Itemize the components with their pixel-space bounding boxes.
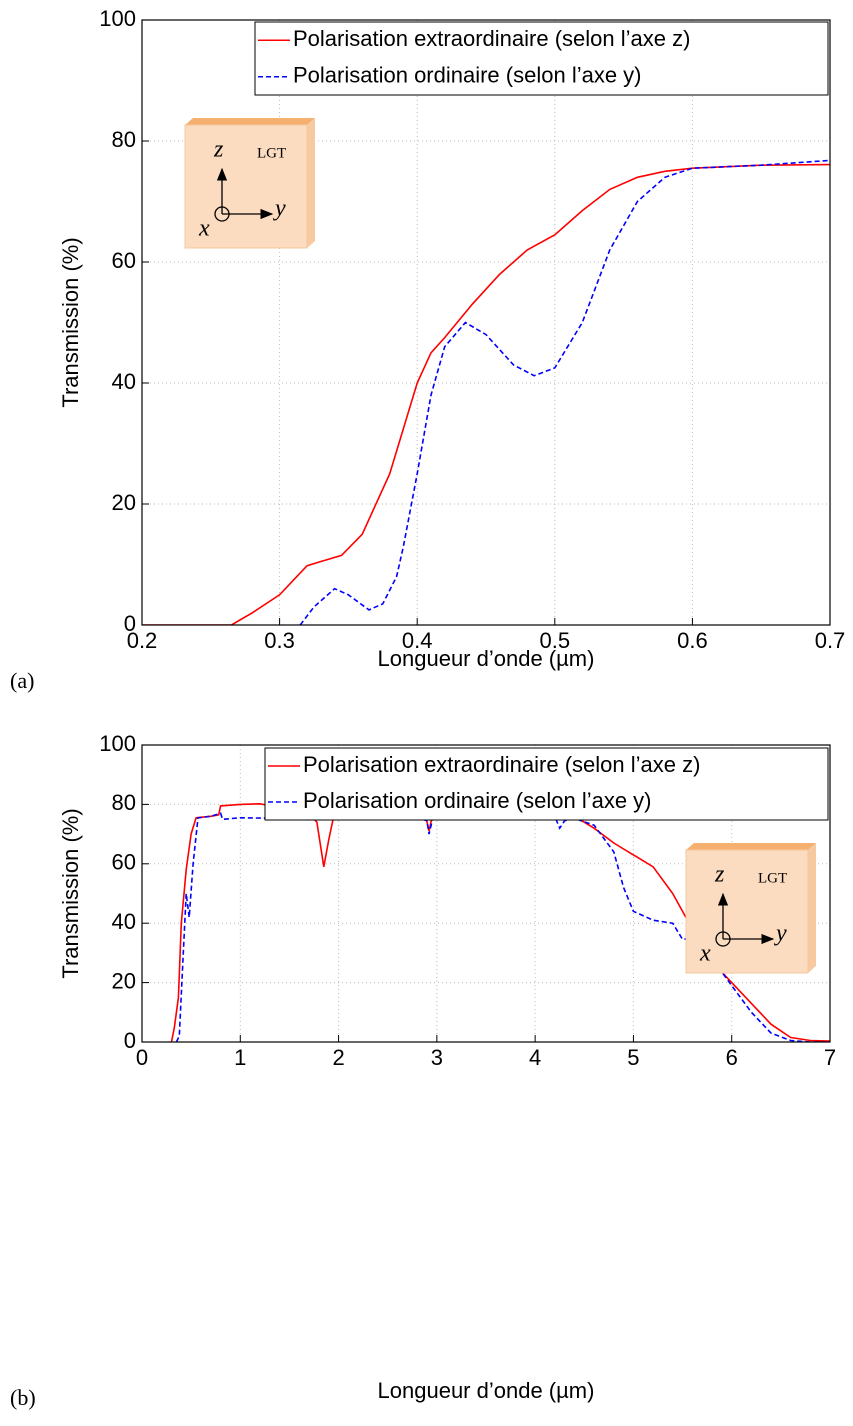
data-line <box>142 163 830 625</box>
x-tick-label: 5 <box>627 1045 639 1070</box>
axis-origin <box>715 931 731 947</box>
x-axis-label: Longueur d’onde (µm) <box>378 646 595 671</box>
plot-area <box>142 20 830 625</box>
axes-frame <box>141 19 831 626</box>
legend-label: Polarisation extraordinaire (selon l’axe… <box>303 752 700 777</box>
x-tick-label: 0.5 <box>540 628 571 653</box>
cube-front <box>184 124 308 249</box>
chart: 0 20 40 60 80 100 0 1 2 3 4 5 6 7 Longueur d’onde (µm)… <box>10 731 836 1410</box>
y-tick-label: 80 <box>112 790 136 815</box>
inset-label: x <box>198 216 210 242</box>
inset-label: z <box>714 862 725 888</box>
inset-label: LGT <box>257 145 286 161</box>
x-tick-label: 0.7 <box>815 628 846 653</box>
x-tick-label: 0 <box>136 1045 148 1070</box>
inset-label: LGT <box>758 870 787 886</box>
y-tick-label: 60 <box>112 248 136 273</box>
x-tick-label: 4 <box>529 1045 541 1070</box>
legend-box <box>264 747 829 821</box>
cube-side <box>307 118 315 248</box>
panel-label: (b) <box>10 1385 36 1410</box>
chart: 0 20 40 60 80 100 0.2 0.3 0.4 0.5 0.6 0.7 Longueur d… <box>10 6 845 693</box>
legend-label: Polarisation extraordinaire (selon l’axe… <box>293 26 690 51</box>
panel-label: (a) <box>10 668 34 693</box>
x-axis-label: Longueur d’onde (µm) <box>378 1378 595 1403</box>
y-axis-label: Transmission (%) <box>58 237 83 407</box>
y-tick-label: 60 <box>112 850 136 875</box>
inset-label: y <box>774 921 787 947</box>
x-tick-label: 1 <box>234 1045 246 1070</box>
x-tick-label: 6 <box>726 1045 738 1070</box>
cube-side <box>808 843 816 973</box>
y-tick-label: 80 <box>112 127 136 152</box>
cube-top <box>185 118 315 125</box>
x-tick-label: 0.3 <box>264 628 295 653</box>
y-tick-label: 40 <box>112 909 136 934</box>
cube-top <box>686 843 816 850</box>
legend-label: Polarisation ordinaire (selon l’axe y) <box>303 788 652 813</box>
y-tick-label: 40 <box>112 369 136 394</box>
cube-front <box>685 849 809 974</box>
y-axis-label: Transmission (%) <box>58 808 83 978</box>
y-tick-label: 100 <box>99 731 136 756</box>
x-tick-label: 0.6 <box>677 628 708 653</box>
x-tick-label: 3 <box>431 1045 443 1070</box>
inset-label: y <box>273 196 286 222</box>
y-tick-label: 20 <box>112 490 136 515</box>
inset-label: z <box>213 137 224 163</box>
data-line <box>299 159 830 625</box>
axis-origin <box>214 206 230 222</box>
y-tick-label: 20 <box>112 968 136 993</box>
x-tick-label: 0.2 <box>127 628 158 653</box>
legend-label: Polarisation ordinaire (selon l’axe y) <box>293 63 642 88</box>
legend-box <box>254 21 829 96</box>
x-tick-label: 7 <box>824 1045 836 1070</box>
inset-label: x <box>699 941 711 967</box>
y-tick-label: 0 <box>124 611 136 636</box>
x-tick-label: 0.4 <box>402 628 433 653</box>
axes-frame <box>141 744 831 1043</box>
y-tick-label: 100 <box>99 6 136 31</box>
y-tick-label: 0 <box>124 1028 136 1053</box>
x-tick-label: 2 <box>332 1045 344 1070</box>
